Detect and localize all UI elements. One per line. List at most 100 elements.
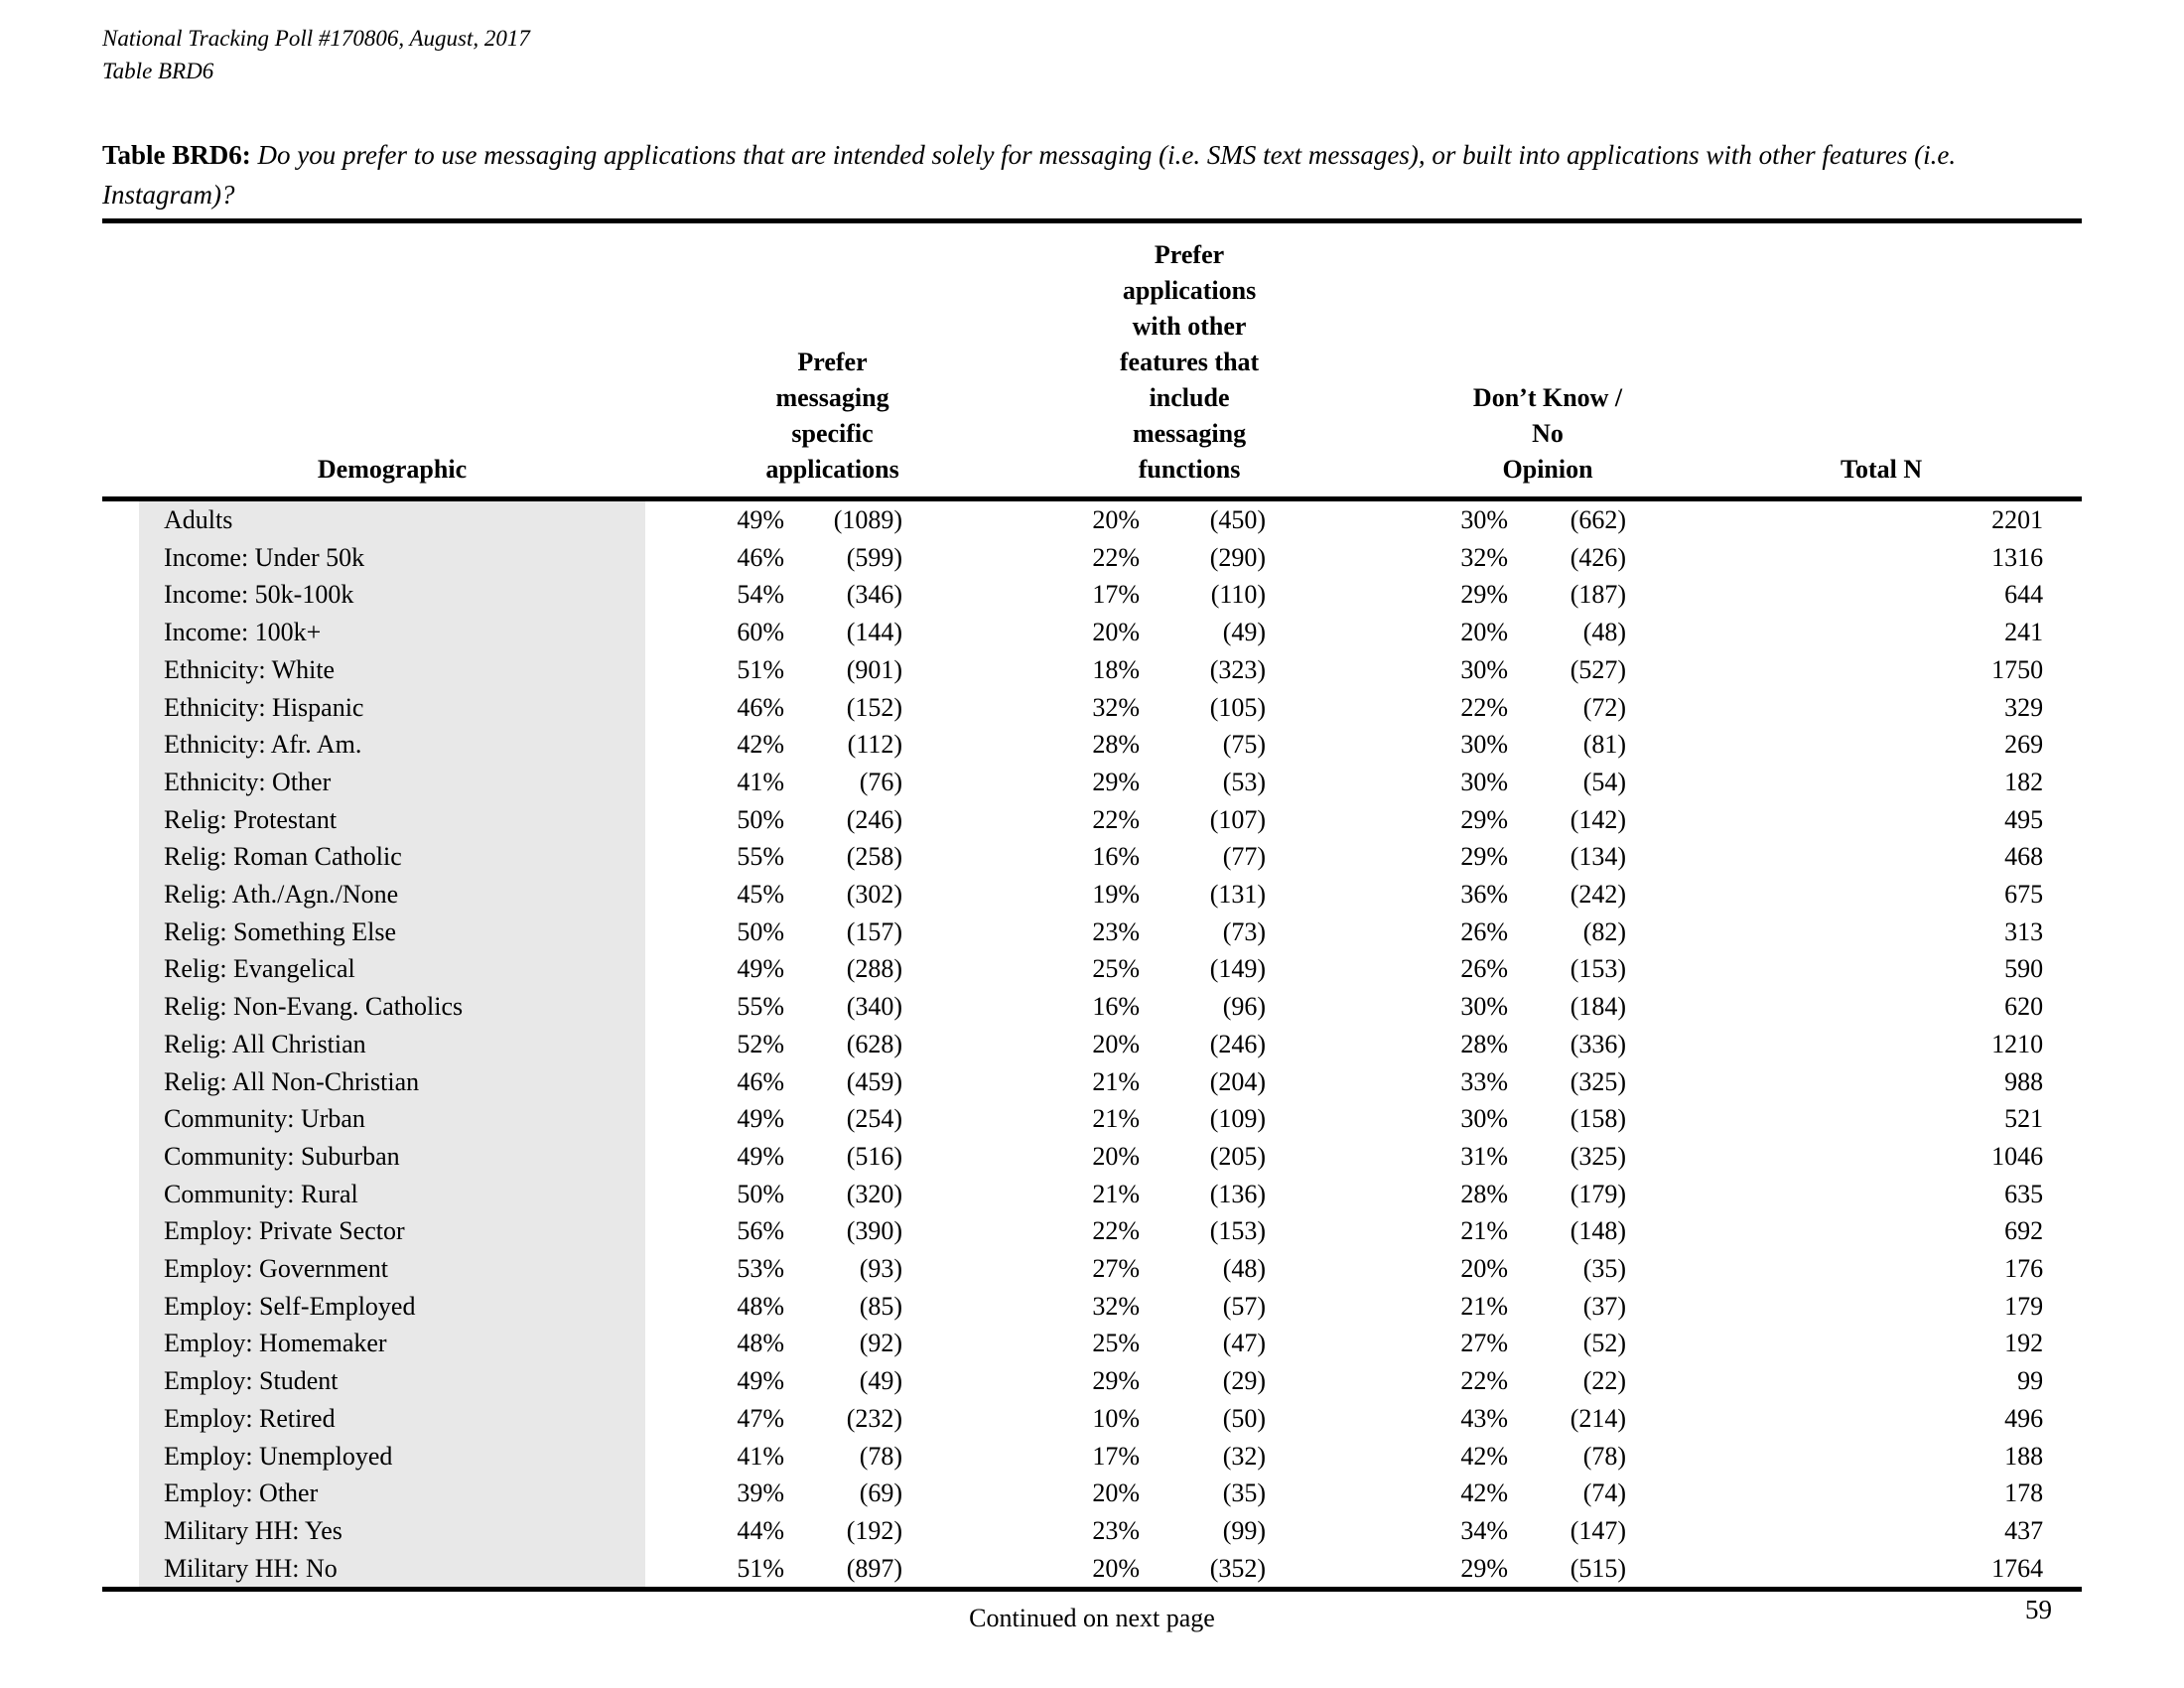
row-demographic: Employ: Retired xyxy=(139,1399,646,1438)
row-col3-n: (325) xyxy=(1570,1066,1627,1096)
row-col2-n: (205) xyxy=(1209,1141,1267,1171)
row-col3-pct: 29% xyxy=(1460,842,1509,872)
row-total-n: 188 xyxy=(2004,1441,2044,1471)
row-col1-pct: 49% xyxy=(737,1141,785,1171)
row-demographic: Military HH: Yes xyxy=(139,1511,646,1550)
row-col3-n: (22) xyxy=(1582,1366,1627,1396)
row-col3-n: (325) xyxy=(1570,1141,1627,1171)
row-col1-n: (390) xyxy=(846,1216,903,1246)
row-total-n: 99 xyxy=(2017,1366,2044,1396)
row-col3-pct: 42% xyxy=(1460,1478,1509,1508)
row-col1-pct: 45% xyxy=(737,880,785,910)
row-col2-pct: 16% xyxy=(1092,842,1141,872)
row-col2-pct: 20% xyxy=(1092,1029,1141,1058)
row-demographic: Income: 50k-100k xyxy=(139,576,646,615)
row-demographic: Ethnicity: Afr. Am. xyxy=(139,726,646,764)
row-col2-pct: 17% xyxy=(1092,1441,1141,1471)
row-col2-pct: 16% xyxy=(1092,992,1141,1022)
row-demographic: Relig: Non-Evang. Catholics xyxy=(139,988,646,1026)
row-col2-pct: 29% xyxy=(1092,1366,1141,1396)
row-col1-n: (152) xyxy=(846,692,903,722)
row-spacer xyxy=(102,688,139,727)
row-col2-pct: 20% xyxy=(1092,1478,1141,1508)
row-col3-pct: 26% xyxy=(1460,954,1509,984)
row-col1-n: (254) xyxy=(846,1104,903,1134)
row-col1-pct: 41% xyxy=(737,767,785,796)
row-col3-pct: 30% xyxy=(1460,992,1509,1022)
table-header: Demographic Prefer messaging specific ap… xyxy=(102,220,2083,501)
row-col2-n: (32) xyxy=(1222,1441,1267,1471)
row-total-n: 2201 xyxy=(1991,505,2044,534)
table-row: Adults 49% (1089) 20% (450) 30% (662) 22… xyxy=(102,498,2082,539)
row-spacer xyxy=(102,1549,139,1590)
row-col2-pct: 32% xyxy=(1092,692,1141,722)
row-col1-pct: 54% xyxy=(737,580,785,610)
row-col1-n: (346) xyxy=(846,580,903,610)
row-total-n: 241 xyxy=(2004,618,2044,647)
row-col2-pct: 17% xyxy=(1092,580,1141,610)
row-col1-pct: 49% xyxy=(737,1104,785,1134)
row-col1-pct: 53% xyxy=(737,1254,785,1284)
row-spacer xyxy=(102,1025,139,1063)
row-spacer xyxy=(102,876,139,914)
row-col2-pct: 20% xyxy=(1092,1553,1141,1583)
row-spacer xyxy=(102,763,139,801)
row-total-n: 692 xyxy=(2004,1216,2044,1246)
row-total-n: 1210 xyxy=(1991,1029,2044,1058)
table-title: Table BRD6: Do you prefer to use messagi… xyxy=(102,135,2082,214)
row-col2-n: (136) xyxy=(1209,1179,1267,1208)
row-col3-pct: 32% xyxy=(1460,542,1509,572)
poll-id-line: National Tracking Poll #170806, August, … xyxy=(102,26,530,51)
row-spacer xyxy=(102,950,139,989)
row-spacer xyxy=(102,1100,139,1138)
row-col3-pct: 28% xyxy=(1460,1179,1509,1208)
column-header-dont-know: Don’t Know / No Opinion xyxy=(1266,220,1627,501)
row-col2-n: (450) xyxy=(1209,505,1267,534)
row-total-n: 988 xyxy=(2004,1066,2044,1096)
row-total-n: 635 xyxy=(2004,1179,2044,1208)
row-col1-pct: 55% xyxy=(737,992,785,1022)
row-col1-n: (157) xyxy=(846,916,903,946)
table-row: Ethnicity: Hispanic 46% (152) 32% (105) … xyxy=(102,688,2082,727)
row-spacer xyxy=(102,800,139,839)
row-col1-n: (92) xyxy=(859,1329,903,1358)
row-col1-pct: 50% xyxy=(737,804,785,834)
row-col3-n: (184) xyxy=(1570,992,1627,1022)
row-demographic: Military HH: No xyxy=(139,1549,646,1590)
table-row: Employ: Student 49% (49) 29% (29) 22% (2… xyxy=(102,1362,2082,1400)
row-col3-n: (214) xyxy=(1570,1403,1627,1433)
row-col2-pct: 21% xyxy=(1092,1104,1141,1134)
row-col2-n: (131) xyxy=(1209,880,1267,910)
row-col2-n: (53) xyxy=(1222,767,1267,796)
table-row: Income: 100k+ 60% (144) 20% (49) 20% (48… xyxy=(102,614,2082,651)
row-demographic: Relig: Ath./Agn./None xyxy=(139,876,646,914)
results-table: Demographic Prefer messaging specific ap… xyxy=(102,218,2083,1593)
row-col3-pct: 36% xyxy=(1460,880,1509,910)
row-col1-pct: 49% xyxy=(737,954,785,984)
row-col2-pct: 20% xyxy=(1092,505,1141,534)
row-total-n: 468 xyxy=(2004,842,2044,872)
row-col2-n: (110) xyxy=(1210,580,1267,610)
row-col3-pct: 29% xyxy=(1460,804,1509,834)
column-header-total-n: Total N xyxy=(1626,220,2083,501)
row-col1-pct: 50% xyxy=(737,916,785,946)
row-col3-pct: 30% xyxy=(1460,730,1509,760)
row-col2-n: (29) xyxy=(1222,1366,1267,1396)
row-col2-pct: 27% xyxy=(1092,1254,1141,1284)
row-demographic: Relig: Roman Catholic xyxy=(139,838,646,877)
row-spacer xyxy=(102,538,139,577)
row-col1-pct: 52% xyxy=(737,1029,785,1058)
row-col2-pct: 22% xyxy=(1092,804,1141,834)
row-col1-n: (232) xyxy=(846,1403,903,1433)
row-spacer xyxy=(102,1399,139,1438)
row-col3-n: (187) xyxy=(1570,580,1627,610)
row-total-n: 590 xyxy=(2004,954,2044,984)
row-col3-pct: 30% xyxy=(1460,767,1509,796)
row-total-n: 1316 xyxy=(1991,542,2044,572)
row-col1-n: (246) xyxy=(846,804,903,834)
row-demographic: Employ: Unemployed xyxy=(139,1437,646,1476)
row-spacer xyxy=(102,1287,139,1326)
row-col2-n: (105) xyxy=(1209,692,1267,722)
row-col1-n: (76) xyxy=(859,767,903,796)
table-row: Ethnicity: White 51% (901) 18% (323) 30%… xyxy=(102,650,2082,689)
